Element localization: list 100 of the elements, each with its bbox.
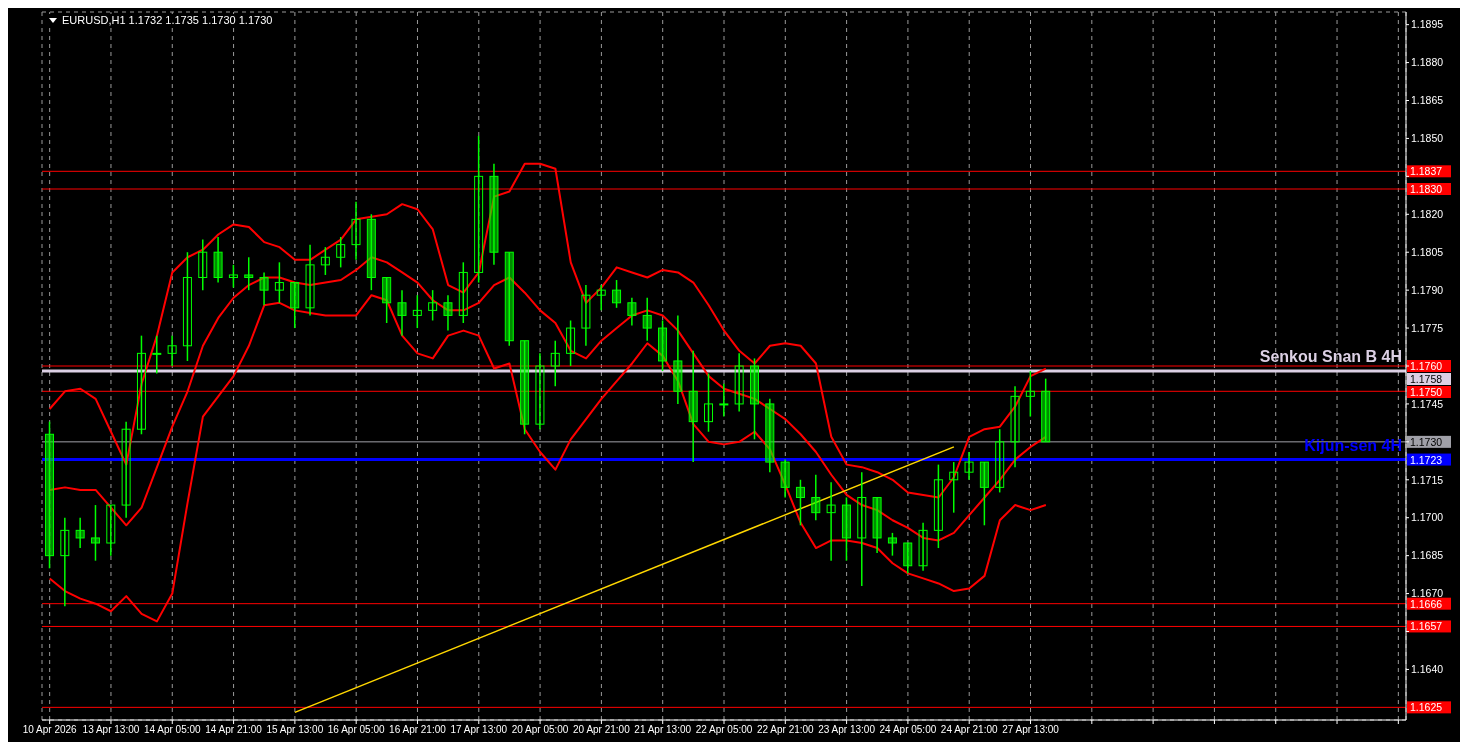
candlestick xyxy=(857,471,867,587)
candlestick xyxy=(412,294,422,329)
ref-line-label: 1.1750 xyxy=(1410,386,1443,398)
x-tick-label: 13 Apr 13:00 xyxy=(82,724,140,736)
ref-line-label: 1.1837 xyxy=(1410,165,1443,178)
candlestick xyxy=(903,542,913,575)
candlestick xyxy=(152,334,162,375)
y-tick-label: 1.1880 xyxy=(1411,56,1444,69)
candlestick xyxy=(474,135,484,284)
candlestick xyxy=(872,496,882,554)
x-tick-label: 16 Apr 05:00 xyxy=(327,724,385,736)
candlestick xyxy=(228,264,238,289)
candlestick xyxy=(811,473,821,521)
chart-title: EURUSD,H1 1.1732 1.1735 1.1730 1.1730 xyxy=(62,14,273,26)
y-tick-label: 1.1820 xyxy=(1411,208,1444,221)
candlestick xyxy=(887,532,897,557)
x-tick-label: 10 Apr 2026 xyxy=(22,724,78,736)
candlestick xyxy=(167,334,177,367)
x-tick-label: 20 Apr 05:00 xyxy=(511,724,569,736)
x-tick-label: 21 Apr 13:00 xyxy=(634,724,692,736)
y-tick-label: 1.1670 xyxy=(1411,587,1444,600)
ref-line-label: 1.1760 xyxy=(1410,360,1443,372)
candlestick xyxy=(336,236,346,269)
candlestick xyxy=(933,463,943,549)
candlestick xyxy=(489,162,499,266)
candlestick xyxy=(688,350,698,463)
candlestick xyxy=(612,279,622,309)
candlestick xyxy=(995,428,1005,494)
candlestick xyxy=(504,251,514,347)
candlestick xyxy=(382,276,392,324)
candlestick xyxy=(566,319,576,367)
y-tick-label: 1.1715 xyxy=(1411,473,1444,486)
y-tick-label: 1.1865 xyxy=(1411,94,1444,107)
x-tick-label: 14 Apr 05:00 xyxy=(143,724,202,736)
candlestick xyxy=(1010,385,1020,468)
candlestick xyxy=(428,289,438,322)
candlestick xyxy=(780,458,790,499)
candlestick xyxy=(290,281,300,329)
ref-line-label: 1.1730 xyxy=(1410,435,1443,448)
y-tick-label: 1.1895 xyxy=(1411,18,1444,31)
candlestick xyxy=(213,236,223,284)
candlestick xyxy=(136,334,146,436)
x-tick-label: 15 Apr 13:00 xyxy=(266,724,324,736)
candlestick xyxy=(351,200,361,261)
candlestick xyxy=(75,516,85,549)
x-tick-label: 17 Apr 13:00 xyxy=(450,724,508,736)
candlestick xyxy=(198,238,208,291)
candlestick xyxy=(320,246,330,276)
y-tick-label: 1.1640 xyxy=(1411,663,1444,676)
y-tick-label: 1.1745 xyxy=(1411,397,1444,410)
candlestick xyxy=(1041,377,1051,443)
candlestick xyxy=(550,339,560,387)
candlestick xyxy=(841,496,851,562)
ref-line-label: 1.1625 xyxy=(1410,701,1443,714)
candlestick xyxy=(520,339,530,436)
annotation: Senkou Snan B 4H xyxy=(1259,348,1402,366)
ref-line-label: 1.1657 xyxy=(1410,620,1443,633)
candlestick xyxy=(795,479,805,527)
candlestick xyxy=(734,352,744,413)
y-tick-label: 1.1790 xyxy=(1411,283,1444,296)
x-tick-label: 23 Apr 13:00 xyxy=(818,724,876,736)
y-tick-label: 1.1850 xyxy=(1411,132,1444,145)
ref-line-label: 1.1830 xyxy=(1410,183,1443,195)
candlestick xyxy=(274,261,284,304)
ref-line-label: 1.1723 xyxy=(1410,453,1443,466)
candlestick xyxy=(106,504,116,557)
candlestick xyxy=(60,516,70,607)
y-tick-label: 1.1685 xyxy=(1411,549,1444,562)
candlestick xyxy=(90,504,100,562)
candlestick xyxy=(979,461,989,527)
candlestick xyxy=(182,251,192,362)
candlestick xyxy=(443,294,453,332)
candlestick xyxy=(259,271,269,307)
x-tick-label: 24 Apr 05:00 xyxy=(879,724,937,736)
ref-line-label: 1.1666 xyxy=(1410,597,1443,610)
candlestick xyxy=(244,256,254,291)
candlestick xyxy=(45,420,54,570)
x-tick-label: 22 Apr 21:00 xyxy=(756,724,815,736)
candlestick xyxy=(704,372,714,433)
candlestick xyxy=(826,481,836,562)
candlestick xyxy=(581,284,591,347)
candlestick xyxy=(673,314,683,405)
candlestick xyxy=(964,451,974,481)
x-tick-label: 14 Apr 21:00 xyxy=(205,724,263,736)
x-tick-label: 27 Apr 13:00 xyxy=(1002,724,1060,736)
x-tick-label: 16 Apr 21:00 xyxy=(389,724,447,736)
candlestick xyxy=(535,352,545,430)
candlestick xyxy=(458,261,468,324)
x-tick-label: 24 Apr 21:00 xyxy=(940,724,999,736)
candlestick xyxy=(749,357,759,441)
candlestick xyxy=(1025,370,1035,418)
y-tick-label: 1.1775 xyxy=(1411,321,1444,334)
x-tick-label: 22 Apr 05:00 xyxy=(695,724,753,736)
candlestick xyxy=(397,289,407,337)
x-tick-label: 20 Apr 21:00 xyxy=(573,724,631,736)
y-tick-label: 1.1700 xyxy=(1411,511,1444,524)
candlestick xyxy=(949,461,959,514)
ref-line-label: 1.1758 xyxy=(1410,373,1443,385)
candlestick xyxy=(765,398,775,473)
candlestick xyxy=(596,284,606,312)
